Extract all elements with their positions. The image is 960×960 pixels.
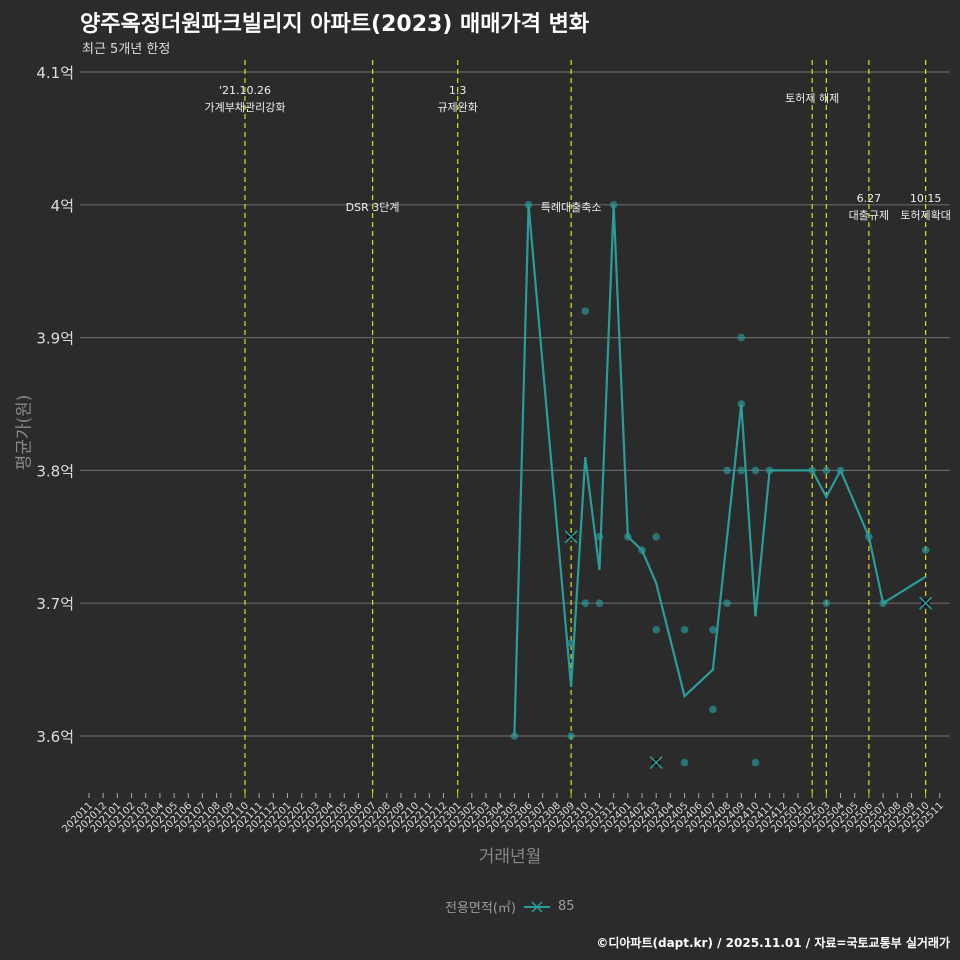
event-label: 토허제 해제 bbox=[785, 91, 839, 105]
series-line-85 bbox=[513, 204, 927, 737]
credit: ©디아파트(dapt.kr) / 2025.11.01 / 자료=국토교통부 실… bbox=[596, 936, 950, 950]
cancelled-x-icon bbox=[919, 596, 933, 610]
data-point bbox=[921, 546, 930, 554]
data-point bbox=[737, 333, 746, 342]
data-point bbox=[581, 599, 590, 607]
data-point bbox=[737, 466, 746, 475]
data-point bbox=[652, 533, 660, 541]
data-point bbox=[680, 625, 689, 634]
chart-subtitle: 최근 5개년 한정 bbox=[82, 42, 171, 57]
data-point bbox=[723, 599, 731, 607]
event-date: '21.10.26 bbox=[219, 84, 271, 97]
event-label: 토허제확대 bbox=[900, 209, 951, 222]
event-date: 1.3 bbox=[449, 84, 467, 97]
event-label: 규제완화 bbox=[437, 101, 477, 114]
data-point bbox=[595, 533, 604, 541]
legend-item-85: 85 bbox=[557, 899, 575, 914]
chart-title: 양주옥정더원파크빌리지 아파트(2023) 매매가격 변화 bbox=[80, 12, 590, 37]
data-point bbox=[652, 625, 660, 634]
data-point bbox=[723, 466, 731, 475]
data-point bbox=[751, 466, 760, 475]
data-point bbox=[822, 599, 831, 607]
data-point bbox=[680, 758, 689, 767]
event-date: 6.27 bbox=[857, 192, 882, 205]
legend: 전용면적(㎡) 85 bbox=[445, 897, 575, 916]
y-tick-label: 3.8억 bbox=[36, 462, 74, 480]
y-tick-label: 4.1억 bbox=[36, 64, 74, 82]
y-tick-label: 3.9억 bbox=[36, 330, 74, 348]
data-point bbox=[567, 732, 575, 740]
cancelled-x-icon bbox=[649, 756, 663, 770]
y-tick-label: 4억 bbox=[51, 197, 74, 215]
cancelled-x-icon bbox=[564, 530, 578, 544]
event-label: 특례대출축소 bbox=[541, 201, 602, 214]
event-date: 10.15 bbox=[910, 192, 942, 205]
legend-title: 전용면적(㎡) bbox=[445, 901, 516, 916]
data-point bbox=[595, 599, 604, 607]
y-tick-label: 3.6억 bbox=[36, 728, 74, 746]
event-label: 가계부채관리강화 bbox=[204, 101, 285, 114]
data-point bbox=[709, 625, 717, 634]
y-axis-label: 평균가(원) bbox=[14, 394, 35, 471]
y-tick-label: 3.7억 bbox=[36, 595, 74, 613]
data-point bbox=[822, 466, 831, 475]
x-axis-label: 거래년월 bbox=[478, 847, 542, 867]
data-point bbox=[581, 307, 590, 315]
data-point bbox=[709, 705, 717, 714]
data-point bbox=[751, 758, 760, 767]
legend-line-icon bbox=[523, 900, 550, 913]
event-label: DSR 3단계 bbox=[346, 201, 400, 214]
event-label: 대출규제 bbox=[849, 209, 889, 222]
